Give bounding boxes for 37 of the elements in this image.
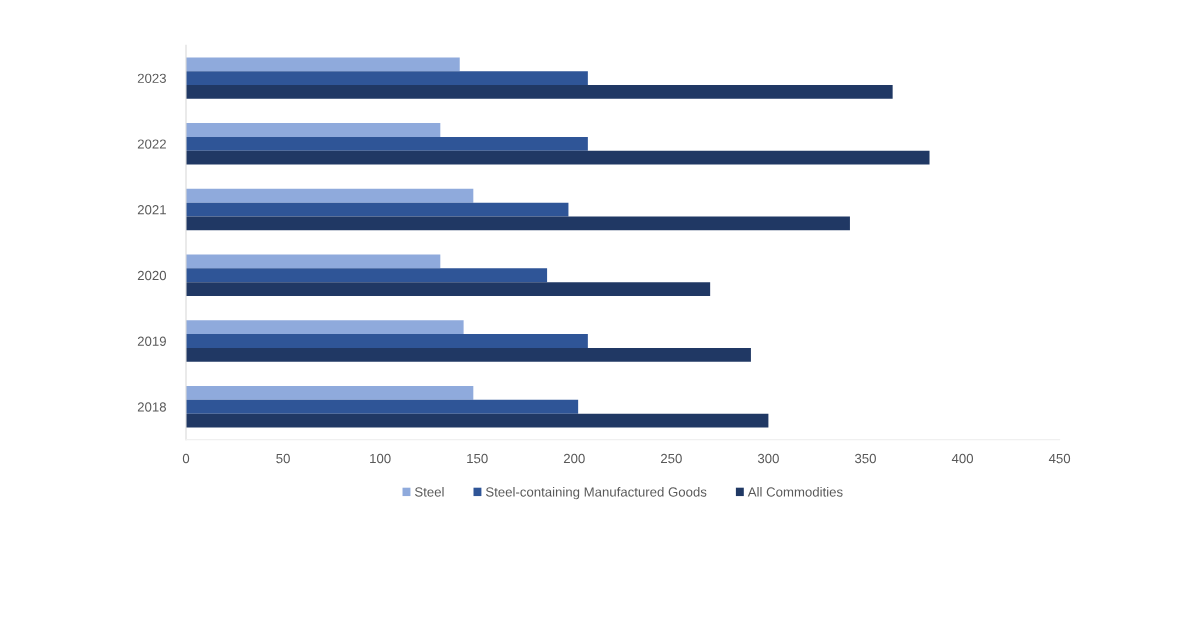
x-tick-label: 300 [757,453,779,464]
x-tick-label: 200 [563,453,585,464]
y-tick-label: 2023 [137,73,166,83]
legend-label: Steel [414,486,444,497]
bar [186,216,850,231]
y-tick-label: 2020 [137,270,167,281]
bar [186,188,474,203]
y-tick-label: 2022 [137,139,166,149]
y-tick-label: 2018 [137,402,166,412]
bar [186,399,579,414]
x-tick-label: 100 [370,453,391,464]
bar [186,150,930,165]
y-tick-label: 2019 [137,336,166,346]
x-tick-label: 150 [467,453,488,464]
bar [186,282,711,296]
y-tick-label: 2021 [137,205,166,215]
x-tick-label: 350 [854,453,876,464]
bar [186,202,569,217]
bar [186,254,441,269]
bar [186,320,464,335]
bar [186,84,893,99]
x-tick-label: 450 [1048,453,1071,464]
bar [186,136,588,151]
bar [186,268,548,283]
bar [186,386,474,400]
x-tick-label: 50 [276,453,290,464]
bar [186,334,588,348]
legend-label: Steel-containing Manufactured Goods [485,486,707,500]
bar [186,71,588,85]
bar [186,413,769,428]
bar [186,347,751,362]
bar [186,57,460,72]
x-tick-label: 250 [660,453,682,464]
x-tick-label: 400 [951,453,974,464]
x-tick-label: 0 [182,453,190,464]
bar [186,123,441,137]
legend-label: All Commodities [747,486,843,497]
